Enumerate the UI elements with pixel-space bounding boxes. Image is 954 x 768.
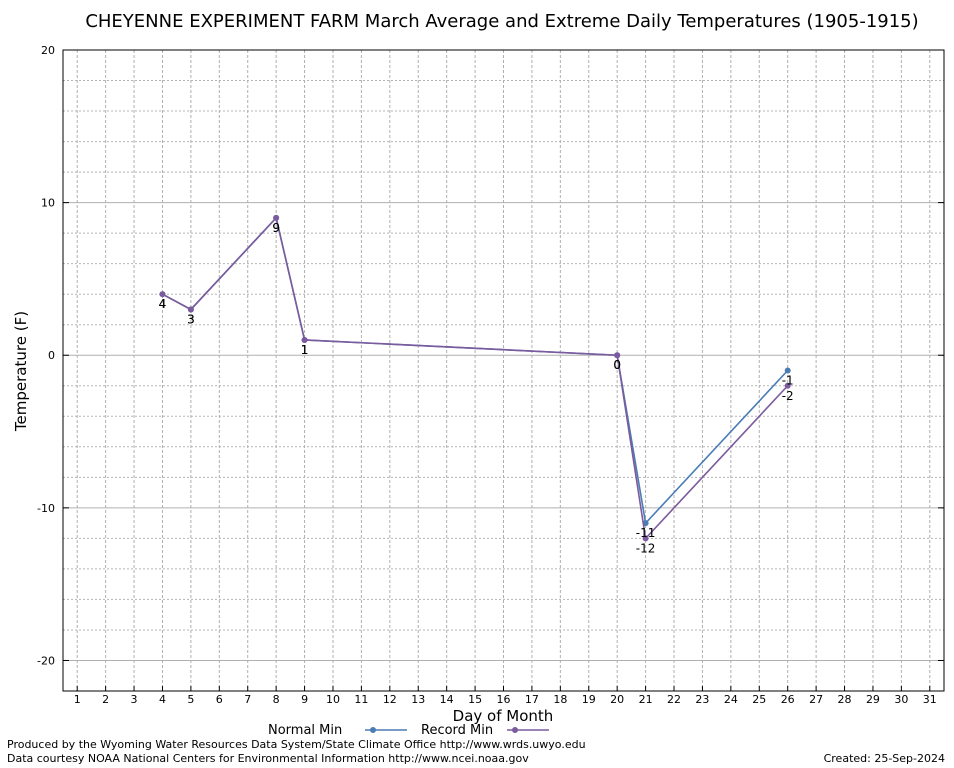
data-point [784, 367, 791, 374]
x-tick-label: 22 [667, 693, 681, 706]
x-tick-label: 6 [216, 693, 223, 706]
data-label: 4 [159, 297, 167, 311]
data-labels: 4 3 9 1 0 -11 -1 [159, 221, 794, 540]
x-tick-label: 2 [102, 693, 109, 706]
x-tick-label: 8 [273, 693, 280, 706]
x-tick-label: 19 [582, 693, 596, 706]
y-tick-label: 0 [48, 349, 55, 362]
x-axis-title: Day of Month [453, 707, 554, 725]
data-label: -12 [636, 541, 656, 555]
x-tick-label: 15 [468, 693, 482, 706]
data-label: 3 [187, 312, 195, 326]
x-tick-label: 18 [553, 693, 567, 706]
x-tick-label: 9 [301, 693, 308, 706]
x-tick-label: 24 [724, 693, 738, 706]
data-label: 9 [272, 221, 280, 235]
y-tick-label: -10 [37, 502, 55, 515]
x-axis: 1 2 3 4 5 6 7 8 9 10 11 12 13 14 15 16 17 18 19 20 21 22 23 24 2… [74, 686, 937, 706]
data-point [187, 306, 194, 313]
series-layer: 4 3 9 1 0 -11 -14 3 9 1 0 -12 -2 [159, 214, 794, 556]
x-tick-label: 31 [923, 693, 937, 706]
x-tick-label: 5 [187, 693, 194, 706]
x-tick-label: 25 [752, 693, 766, 706]
x-tick-label: 11 [354, 693, 368, 706]
data-label: -11 [636, 526, 656, 540]
footer-produced-by: Produced by the Wyoming Water Resources … [7, 738, 586, 751]
x-tick-label: 12 [383, 693, 397, 706]
x-tick-label: 7 [244, 693, 251, 706]
data-point [159, 291, 166, 298]
legend-label: Normal Min [268, 723, 342, 738]
legend: Normal Min Record Min [268, 723, 549, 738]
x-tick-label: 30 [894, 693, 908, 706]
chart-title: CHEYENNE EXPERIMENT FARM March Average a… [85, 11, 918, 32]
x-tick-label: 14 [440, 693, 454, 706]
footer-created: Created: 25-Sep-2024 [823, 752, 945, 765]
data-point [273, 214, 280, 221]
data-label: 0 [613, 358, 621, 372]
legend-marker [512, 727, 518, 733]
y-axis-title: Temperature (F) [12, 311, 30, 432]
data-point [614, 352, 621, 359]
y-tick-label: -20 [37, 654, 55, 667]
legend-marker [370, 727, 376, 733]
x-tick-label: 17 [525, 693, 539, 706]
x-tick-label: 4 [159, 693, 166, 706]
x-tick-label: 21 [639, 693, 653, 706]
data-label: 1 [301, 343, 309, 357]
y-tick-label: 10 [41, 197, 55, 210]
x-tick-label: 26 [781, 693, 795, 706]
x-tick-label: 23 [695, 693, 709, 706]
data-label: 4 [159, 297, 167, 311]
data-label: -2 [782, 389, 794, 403]
data-label: 0 [613, 358, 621, 372]
x-tick-label: 3 [131, 693, 138, 706]
footer-data-courtesy: Data courtesy NOAA National Centers for … [7, 752, 529, 765]
x-tick-label: 28 [838, 693, 852, 706]
data-point [784, 382, 791, 389]
data-point [301, 336, 308, 343]
x-tick-label: 29 [866, 693, 880, 706]
data-label: 9 [272, 221, 280, 235]
x-tick-label: 20 [610, 693, 624, 706]
x-tick-label: 16 [497, 693, 511, 706]
y-tick-label: 20 [41, 44, 55, 57]
grid [63, 49, 944, 692]
data-label: -1 [782, 374, 794, 388]
x-tick-label: 10 [326, 693, 340, 706]
series-record-min [159, 214, 791, 542]
data-label: 1 [301, 343, 309, 357]
legend-label: Record Min [421, 723, 493, 738]
data-point [642, 535, 649, 542]
x-tick-label: 1 [74, 693, 81, 706]
data-labels: 4 3 9 1 0 -12 -2 [159, 221, 794, 556]
x-tick-label: 13 [411, 693, 425, 706]
data-label: 3 [187, 312, 195, 326]
x-tick-label: 27 [809, 693, 823, 706]
